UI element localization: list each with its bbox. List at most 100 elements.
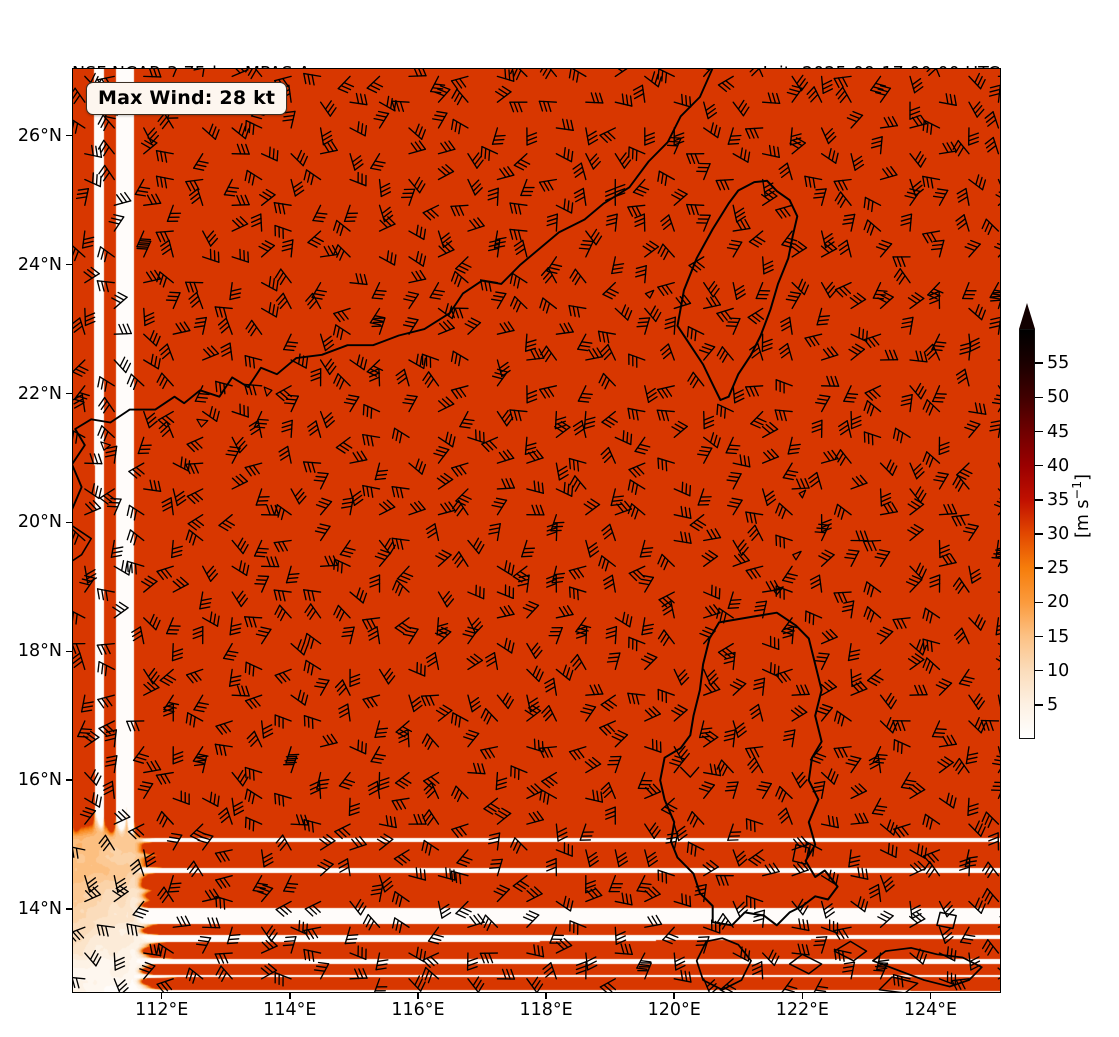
wind-barb <box>136 240 152 258</box>
wind-barb <box>139 961 156 980</box>
wind-barb <box>583 410 596 430</box>
wind-barb <box>551 565 566 584</box>
colorbar-tick-mark <box>1035 430 1043 433</box>
wind-barb <box>954 627 970 645</box>
wind-barb <box>526 944 545 958</box>
wind-barb <box>879 842 898 858</box>
wind-barb <box>259 188 276 206</box>
wind-barb <box>315 497 333 516</box>
wind-barb <box>524 436 537 455</box>
wind-barb <box>194 385 210 403</box>
wind-barb <box>727 127 742 145</box>
wind-barb <box>84 172 102 188</box>
wind-barb <box>255 488 270 506</box>
wind-barb <box>546 574 558 593</box>
wind-barb <box>835 86 852 104</box>
wind-barb <box>995 539 1001 559</box>
wind-barb <box>874 549 891 567</box>
wind-barb <box>228 668 242 687</box>
wind-barb <box>143 68 162 78</box>
wind-barb <box>222 642 239 661</box>
wind-barb <box>968 402 987 415</box>
wind-barb <box>246 730 263 748</box>
wind-barb <box>579 823 594 841</box>
wind-barb <box>375 952 389 971</box>
wind-barb <box>113 191 132 206</box>
wind-barb <box>273 589 292 602</box>
wind-barb <box>892 617 911 630</box>
wind-barb <box>467 584 485 600</box>
wind-barb <box>725 436 741 455</box>
colorbar[interactable] <box>1016 303 1038 765</box>
wind-barb <box>113 952 126 971</box>
colorbar-tick-mark <box>1035 499 1043 501</box>
wind-barb <box>657 688 675 704</box>
wind-barb <box>185 462 204 475</box>
wind-barb <box>408 458 427 475</box>
map-plot-area[interactable] <box>72 68 1001 993</box>
wind-barb <box>909 562 927 580</box>
wind-barb <box>931 720 947 738</box>
wind-barb <box>938 946 957 962</box>
wind-barb <box>657 553 675 571</box>
wind-barb <box>362 433 381 447</box>
wind-barb <box>214 952 233 964</box>
wind-barb <box>143 410 158 429</box>
wind-barb <box>437 396 455 413</box>
wind-barb <box>909 639 928 656</box>
wind-barb <box>702 68 713 78</box>
wind-barb <box>333 558 351 574</box>
wind-barb <box>933 471 949 490</box>
wind-barb <box>437 140 456 155</box>
wind-barb <box>193 68 205 78</box>
wind-barb <box>310 368 322 387</box>
wind-barb <box>598 555 616 572</box>
wind-barb <box>791 684 810 696</box>
wind-barb <box>628 353 646 368</box>
wind-barb <box>893 268 911 285</box>
wind-barb <box>349 968 368 980</box>
wind-barb <box>997 359 1001 361</box>
wind-barb <box>761 635 780 651</box>
coastline-path <box>72 68 714 511</box>
wind-barb <box>374 462 389 481</box>
wind-barb <box>872 746 888 764</box>
wind-barb <box>747 524 764 542</box>
wind-barb <box>96 642 115 656</box>
wind-barb <box>870 75 887 94</box>
wind-barb <box>904 188 921 206</box>
xtick-mark <box>417 993 419 999</box>
wind-barb <box>137 781 154 800</box>
wind-barb <box>732 946 751 962</box>
wind-barb <box>732 204 746 223</box>
wind-barb <box>833 503 852 520</box>
wind-barb <box>749 343 764 361</box>
wind-barb <box>231 685 250 697</box>
wind-barb <box>309 780 322 800</box>
wind-barb <box>745 818 764 833</box>
wind-barb <box>126 529 145 546</box>
wind-barb <box>396 565 414 584</box>
wind-barb <box>575 961 587 980</box>
wind-barb <box>964 849 978 868</box>
wind-barb <box>601 523 616 542</box>
wind-barb <box>231 797 245 816</box>
wind-barb <box>493 884 511 903</box>
wind-barb <box>909 486 927 503</box>
wind-barb <box>820 628 838 645</box>
wind-barb <box>244 788 263 805</box>
wind-barb <box>938 503 958 516</box>
xtick-label: 122°E <box>775 1000 829 1020</box>
wind-barb <box>370 153 386 171</box>
wind-barb <box>126 373 145 391</box>
wind-barb <box>462 626 479 645</box>
wind-barb <box>981 218 1000 236</box>
wind-barb <box>639 539 654 558</box>
wind-barb <box>572 420 587 439</box>
wind-barb <box>657 629 675 647</box>
wind-barb <box>334 823 351 840</box>
wind-barb <box>132 746 150 764</box>
wind-barb <box>524 333 537 352</box>
wind-barb <box>509 409 528 422</box>
wind-barb <box>422 371 440 388</box>
